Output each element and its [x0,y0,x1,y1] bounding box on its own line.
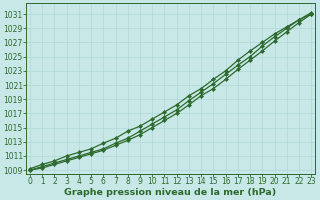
X-axis label: Graphe pression niveau de la mer (hPa): Graphe pression niveau de la mer (hPa) [64,188,277,197]
